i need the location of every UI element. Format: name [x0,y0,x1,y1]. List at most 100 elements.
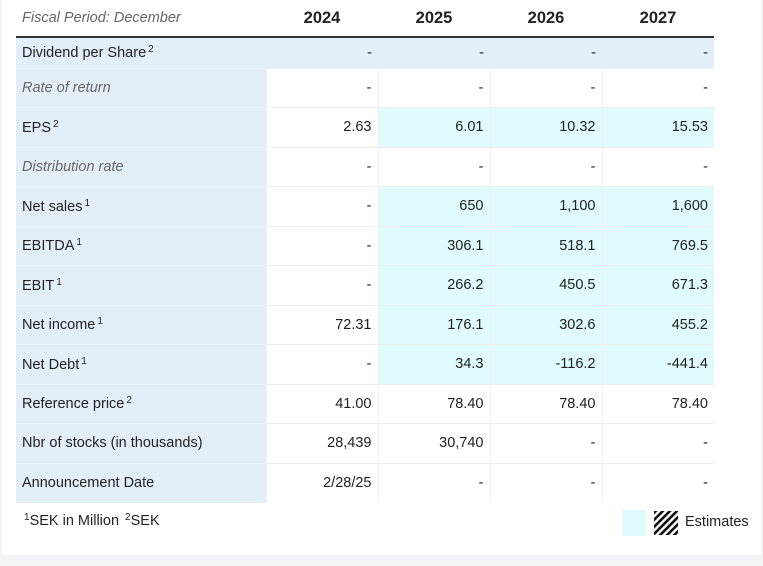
cell-value: 266.2 [377,265,490,306]
cell-value: -116.2 [489,344,602,385]
footnote: 1SEK in Million 2SEK [22,512,160,529]
table-row: Nbr of stocks (in thousands) 28,439 30,740… [16,423,714,464]
cell-value: - [489,463,602,503]
row-label-text: EBITDA [22,238,75,255]
cell-value: 1,100 [489,186,602,227]
table-row: Announcement Date 2/28/25- - - [16,463,714,503]
cell-value: 30,740 [377,423,490,464]
cell-value: 2/28/25 [265,463,378,503]
year-header: 2026 [490,0,602,38]
cell-value: 306.1 [377,226,490,266]
row-label: Reference price 2 [16,384,266,424]
cell-value: - [377,463,490,503]
row-label: Nbr of stocks (in thousands) [16,423,266,464]
row-label: EPS 2 [16,107,266,148]
table-row: Reference price 2 41.00 78.40 78.40 78.40 [16,384,714,424]
row-label: EBITDA 1 [16,226,266,266]
cell-value: - [490,37,602,69]
footnote-marker: 2 [53,118,59,130]
cell-value: - [378,37,490,69]
row-label: Announcement Date [16,463,266,503]
cell-value: - [489,68,602,108]
footnote-marker: 1 [81,355,87,367]
table-row: Net sales 1-650 1,100 1,600 [16,186,714,227]
financial-summary-panel: Fiscal Period: December 2024 2025 2026 2… [2,0,761,555]
cell-value: - [601,463,714,503]
year-header: 2024 [266,0,378,38]
hatch-swatch-icon [654,511,678,535]
row-label: Rate of return [16,68,266,108]
table-row: Net income 1 72.31 176.1 302.6 455.2 [16,305,714,345]
cell-value: 72.31 [265,305,378,345]
row-label: Net sales 1 [16,186,266,227]
cell-value: 10.32 [489,107,602,148]
cell-value: - [377,68,490,108]
cell-value: - [602,37,714,69]
row-label-text: EBIT [22,277,55,294]
footnote-marker: 1 [97,316,103,328]
cell-value: 518.1 [489,226,602,266]
row-label-text: Nbr of stocks (in thousands) [22,435,203,452]
table-row: Distribution rate - - - - [16,147,714,187]
row-label-text: Net Debt [22,356,80,373]
row-label: Dividend per Share 2 [16,37,266,69]
cell-value: - [377,147,490,187]
cell-value: 78.40 [377,384,490,424]
cell-value: - [265,226,378,266]
cell-value: 78.40 [601,384,714,424]
footnote-marker: 1 [76,237,82,249]
table-body: Dividend per Share 2- - - - Rate of return - - -… [16,37,714,503]
cell-value: - [601,147,714,187]
cell-value: 34.3 [377,344,490,385]
row-label: Net Debt 1 [16,344,266,385]
cell-value: 78.40 [489,384,602,424]
cell-value: -441.4 [601,344,714,385]
row-label: Distribution rate [16,147,266,187]
row-label-text: Net sales [22,198,83,215]
cell-value: 455.2 [601,305,714,345]
cell-value: 302.6 [489,305,602,345]
footnote-text: SEK [130,513,160,529]
cell-value: 28,439 [265,423,378,464]
row-label-text: Net income [22,317,96,334]
footnote-marker: 2 [148,44,154,56]
row-label-text: Rate of return [22,79,111,96]
financial-table: Fiscal Period: December 2024 2025 2026 2… [16,0,714,503]
cell-value: 650 [377,186,490,227]
footnote-marker: 2 [126,395,132,407]
table-header-row: Fiscal Period: December 2024 2025 2026 2… [16,0,714,38]
footnote-marker: 1 [24,512,30,523]
cell-value: 41.00 [265,384,378,424]
table-row: Net Debt 1-34.3 -116.2 -441.4 [16,344,714,385]
cell-value: - [601,423,714,464]
row-label: Net income 1 [16,305,266,345]
row-label-text: Announcement Date [22,475,155,491]
row-label-text: Reference price [22,396,125,413]
year-header: 2027 [602,0,714,38]
legend-label: Estimates [685,514,749,530]
row-label-text: Distribution rate [22,158,124,175]
cell-value: - [266,37,378,69]
row-label-text: EPS [22,119,52,136]
estimate-color-swatch [622,510,646,536]
cell-value: - [601,68,714,108]
cell-value: 6.01 [377,107,490,148]
table-row: EBIT 1-266.2 450.5 671.3 [16,265,714,306]
footnote-marker: 1 [56,276,62,288]
table-row: Dividend per Share 2- - - - [16,37,714,69]
row-label-text: Dividend per Share [22,45,147,62]
cell-value: - [265,68,378,108]
row-label: EBIT 1 [16,265,266,306]
cell-value: 176.1 [377,305,490,345]
footnote-marker: 1 [84,197,91,209]
cell-value: 671.3 [601,265,714,306]
footnote-text: SEK in Million [29,513,120,529]
cell-value: - [489,147,602,187]
cell-value: 769.5 [601,226,714,266]
table-row: EPS 2 2.63 6.01 10.32 15.53 [16,107,714,148]
cell-value: - [265,186,378,227]
footnote-marker: 2 [125,512,131,523]
fiscal-period-label: Fiscal Period: December [16,0,266,38]
year-header: 2025 [378,0,490,38]
cell-value: - [265,265,378,306]
